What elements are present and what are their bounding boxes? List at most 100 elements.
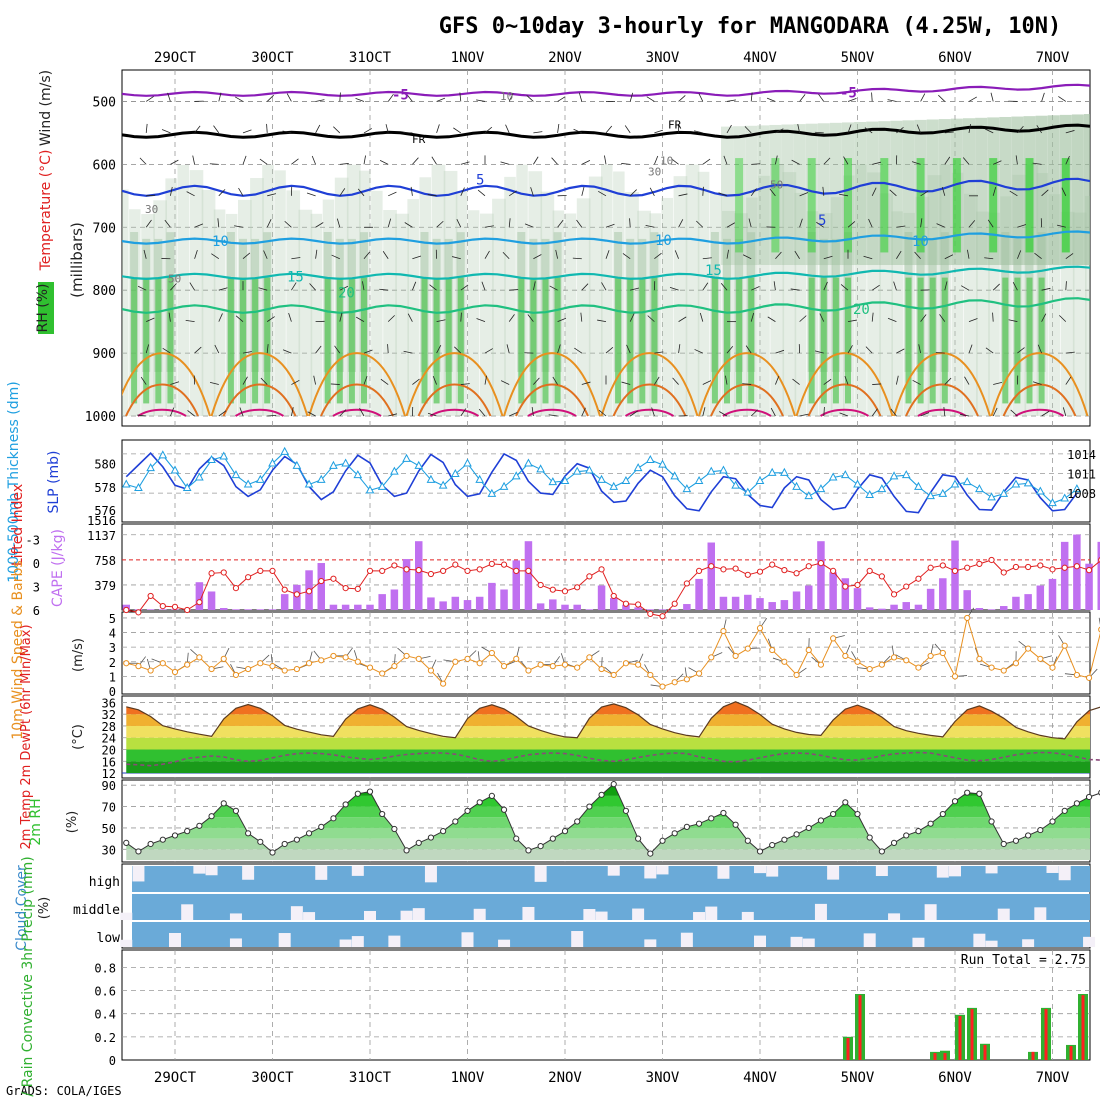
cape-bar — [147, 609, 155, 610]
lifted-index-point — [757, 569, 762, 574]
cape-bar — [1000, 606, 1008, 610]
wind-speed-point — [1074, 672, 1079, 677]
cloud-gap — [206, 866, 218, 875]
lifted-index-point — [733, 566, 738, 571]
cape-bar — [744, 595, 752, 610]
wind-barb — [193, 156, 195, 165]
lifted-index-point — [770, 562, 775, 567]
sounding-ytick: 500 — [93, 95, 116, 110]
rh-point — [294, 837, 299, 842]
rh-point — [806, 825, 811, 830]
wind-speed-point — [343, 655, 348, 660]
cape-bar — [915, 605, 923, 610]
thickness-point — [769, 469, 776, 476]
cloud-gap — [352, 866, 364, 876]
lifted-index-point — [1038, 563, 1043, 568]
rh-shade-core — [627, 278, 633, 404]
precip-convective-bar — [1082, 995, 1085, 1060]
rh-shade-upper-core — [808, 158, 816, 252]
rh-ylabel: 2m RH — [28, 798, 44, 845]
date-label-top: 29OCT — [154, 50, 197, 66]
wind-speed-point — [1013, 661, 1018, 666]
cape-bar — [452, 597, 460, 610]
contour-label-minus5: -5 — [840, 86, 857, 102]
thickness-point — [757, 477, 764, 484]
wind-barb — [558, 124, 559, 133]
rh-point — [331, 816, 336, 821]
cape-bar — [854, 588, 862, 610]
wind-speed-point — [1086, 675, 1091, 680]
wind-barb — [380, 160, 388, 164]
wind-speed-point — [1026, 646, 1031, 651]
cloud-gap — [657, 866, 669, 874]
precip-ytick: 0.6 — [94, 985, 116, 999]
wind-speed-point — [965, 615, 970, 620]
cape-bar — [878, 609, 886, 610]
wind-speed-point — [380, 671, 385, 676]
cloud-gap — [364, 911, 376, 920]
rh-point — [124, 840, 129, 845]
cape-bar — [634, 607, 642, 610]
cape-bar — [330, 605, 338, 610]
rh-point — [818, 818, 823, 823]
precip-ytick: 0.8 — [94, 961, 116, 975]
wind-barb — [654, 156, 657, 164]
wind-ytick: 4 — [109, 627, 116, 641]
wind-speed-point — [1038, 656, 1043, 661]
lifted-index-point — [526, 568, 531, 573]
sounding-ylabel-temp: Temperature (°C) — [38, 150, 54, 272]
lifted-index-point — [172, 604, 177, 609]
rh-point — [489, 793, 494, 798]
cloud-gap — [681, 933, 693, 947]
cape-bar — [391, 589, 399, 610]
rh-point — [904, 833, 909, 838]
cape-bar — [586, 609, 594, 610]
wind-speed-point — [1001, 668, 1006, 673]
lifted-index-point — [319, 578, 324, 583]
cloud-gap — [303, 912, 315, 920]
cape-bar — [793, 591, 801, 610]
cloud-gap — [352, 936, 364, 947]
precip-ytick: 0 — [109, 1054, 116, 1068]
lifted-index-point — [416, 568, 421, 573]
wind-barb — [316, 125, 320, 133]
cloud-gap — [973, 934, 985, 947]
wind-speed-point — [575, 665, 580, 670]
wind-barb — [621, 163, 630, 164]
cape-bar — [318, 563, 326, 610]
cape-bar — [427, 597, 435, 610]
lifted-index-point — [270, 568, 275, 573]
wind-barb — [872, 92, 873, 101]
wind-ytick: 1 — [109, 670, 116, 684]
lifted-index-point — [1086, 568, 1091, 573]
cloud-gap — [864, 933, 876, 947]
cape-bar — [610, 598, 618, 610]
rh-shade-upper — [963, 118, 975, 265]
rh-ytick: 30 — [102, 843, 116, 857]
thickness-point — [525, 460, 532, 467]
lifted-index-point — [952, 568, 957, 573]
rh-point — [1062, 808, 1067, 813]
lifted-index-point — [831, 568, 836, 573]
rh-point — [916, 829, 921, 834]
slp-ytick: 1516 — [87, 514, 116, 528]
precip-convective-bar — [1070, 1046, 1073, 1060]
wind-barb — [679, 95, 686, 101]
wind-barb — [703, 159, 710, 164]
wind-barb — [356, 98, 364, 101]
precip-convective-bar — [944, 1053, 947, 1060]
wind-barb — [699, 93, 703, 101]
cape-bar — [1012, 597, 1020, 610]
thickness-point — [854, 481, 861, 488]
lifted-index-point — [221, 570, 226, 575]
lifted-index-point — [367, 568, 372, 573]
rh-point — [940, 811, 945, 816]
contour-label-10: 10 — [655, 233, 672, 249]
sounding-ytick: 900 — [93, 347, 116, 362]
cape-bar — [805, 586, 813, 610]
wind-speed-point — [282, 668, 287, 673]
wind-speed-point — [258, 661, 263, 666]
lifted-index-point — [148, 593, 153, 598]
date-label-top: 31OCT — [349, 50, 392, 66]
lifted-index-point — [989, 557, 994, 562]
